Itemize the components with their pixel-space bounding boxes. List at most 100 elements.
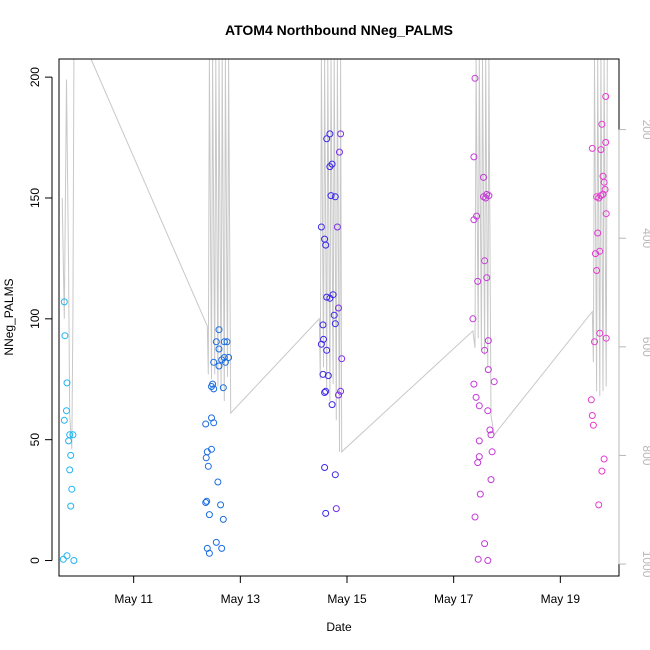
y-tick-label: 0 <box>28 557 42 564</box>
data-point <box>484 557 492 564</box>
data-point <box>212 338 220 346</box>
data-point <box>319 321 327 329</box>
data-point <box>223 338 231 346</box>
data-point <box>205 511 213 519</box>
data-point <box>63 407 70 415</box>
data-point <box>330 311 338 319</box>
data-point <box>317 223 325 231</box>
data-point <box>471 74 479 82</box>
data-point <box>587 396 595 404</box>
data-point <box>484 366 492 374</box>
data-point <box>63 379 71 387</box>
data-point <box>317 340 325 348</box>
y-right-tick-label: 1000 <box>640 551 650 578</box>
data-point <box>481 346 489 354</box>
data-point <box>208 383 215 390</box>
data-point <box>337 387 345 395</box>
data-point <box>483 274 491 282</box>
data-point <box>591 338 598 346</box>
data-point <box>469 315 477 323</box>
data-point <box>321 464 329 471</box>
chart-title: ATOM4 Northbound NNeg_PALMS <box>225 22 453 38</box>
data-point <box>602 210 610 218</box>
data-point <box>474 555 482 563</box>
data-point <box>221 358 229 366</box>
data-point <box>595 501 603 509</box>
data-point <box>204 462 212 470</box>
data-point <box>594 229 602 237</box>
data-point <box>602 138 610 146</box>
x-tick-label: May 17 <box>434 592 474 606</box>
data-point <box>476 490 484 498</box>
data-point <box>60 416 68 424</box>
data-point <box>322 509 330 517</box>
y-tick-label: 200 <box>28 67 42 87</box>
data-point <box>215 326 223 334</box>
trace-line-2 <box>90 58 608 453</box>
data-point <box>484 337 492 345</box>
data-point <box>486 426 494 434</box>
data-point <box>212 538 220 546</box>
x-tick-label: May 19 <box>541 592 581 606</box>
data-point <box>471 513 479 521</box>
data-point <box>602 334 610 342</box>
data-point <box>326 130 334 138</box>
data-point <box>203 497 211 505</box>
data-point <box>602 93 610 100</box>
data-point <box>322 241 330 249</box>
data-point <box>475 402 483 410</box>
data-point <box>321 389 329 396</box>
data-point <box>598 120 606 128</box>
data-point <box>484 407 492 415</box>
data-point <box>66 466 74 474</box>
data-point <box>589 421 597 429</box>
y-axis-left: 0 50 100 150 200 <box>28 67 53 564</box>
data-point <box>592 250 599 258</box>
data-point <box>327 192 335 200</box>
data-point <box>326 294 334 302</box>
data-point <box>588 144 596 152</box>
data-point <box>598 467 606 475</box>
data-point <box>202 420 210 428</box>
data-point <box>474 277 482 285</box>
data-point <box>481 257 489 265</box>
data-point <box>69 431 77 439</box>
data-point <box>487 476 495 484</box>
data-point <box>480 173 487 181</box>
data-point <box>202 499 210 506</box>
y-tick-label: 50 <box>28 433 42 447</box>
data-point <box>470 153 478 161</box>
data-point <box>215 362 223 370</box>
data-point <box>335 391 342 399</box>
data-point <box>331 320 339 328</box>
data-point <box>600 178 608 186</box>
data-point <box>470 380 478 388</box>
data-point <box>70 557 78 564</box>
data-point <box>210 358 218 366</box>
data-point <box>60 298 68 306</box>
data-point <box>328 401 336 409</box>
data-point <box>322 387 330 395</box>
data-point <box>65 437 73 445</box>
data-point <box>323 346 331 354</box>
data-point <box>597 146 605 154</box>
data-point <box>588 412 596 419</box>
data-point <box>331 193 339 201</box>
data-point <box>319 370 327 378</box>
data-point <box>324 372 332 380</box>
y-right-tick-label: 800 <box>640 445 650 465</box>
x-tick-label: May 13 <box>221 592 261 606</box>
data-point <box>474 459 482 467</box>
data-point <box>332 505 340 513</box>
x-axis: May 11 May 13 May 15 May 17 May 19 <box>114 576 580 606</box>
x-tick-label: May 15 <box>327 592 367 606</box>
data-point <box>59 555 67 563</box>
data-point <box>68 485 76 493</box>
x-tick-label: May 11 <box>114 592 153 606</box>
data-point <box>63 552 71 560</box>
data-point <box>475 437 483 445</box>
data-point <box>214 478 222 486</box>
data-point <box>323 135 331 143</box>
data-point <box>61 332 69 340</box>
